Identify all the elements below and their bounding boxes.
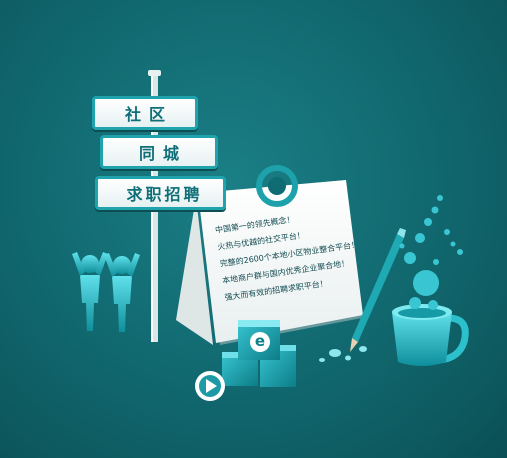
play-button-icon — [195, 371, 225, 401]
sign-community[interactable]: 社区 — [92, 96, 198, 130]
bubbles-decoration — [399, 195, 463, 310]
cubes-decoration — [222, 320, 296, 387]
sign-community-label: 社区 — [124, 105, 173, 124]
sign-jobs-label: 求职招聘 — [126, 185, 203, 204]
cheering-people-icon — [72, 252, 140, 332]
cube-letter: e — [254, 332, 266, 350]
cup-icon — [392, 304, 469, 366]
pencil-icon — [350, 228, 406, 352]
sign-jobs[interactable]: 求职招聘 — [95, 176, 226, 210]
sign-local[interactable]: 同城 — [100, 135, 218, 169]
note-card — [176, 165, 363, 345]
droplets-decoration — [319, 346, 367, 362]
sign-local-label: 同城 — [138, 144, 187, 163]
